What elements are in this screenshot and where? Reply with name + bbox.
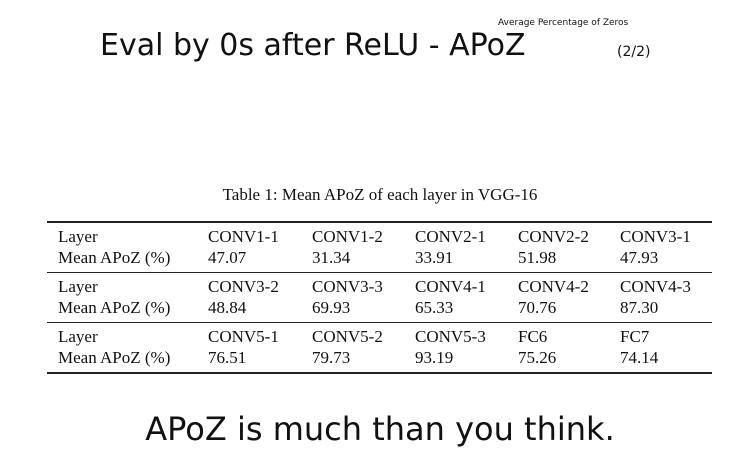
table-cell: 33.91	[415, 248, 454, 267]
table-cell: 75.26	[518, 348, 557, 367]
table-cell: CONV3-1	[620, 227, 691, 246]
table-cell: CONV1-2	[312, 227, 383, 246]
table-cell: FC6	[518, 327, 548, 346]
table-cell: CONV5-1	[208, 327, 279, 346]
table-cell: CONV4-1	[415, 277, 486, 296]
slide-part: (2/2)	[617, 44, 651, 60]
row-header: Mean APoZ (%)	[58, 298, 171, 317]
table-group: Layer CONV1-1 CONV1-2 CONV2-1 CONV2-2 CONV3-1…	[47, 221, 712, 272]
table-cell: CONV4-3	[620, 277, 691, 296]
table-cell: CONV5-2	[312, 327, 383, 346]
table-cell: 31.34	[312, 248, 351, 267]
row-header: Mean APoZ (%)	[58, 248, 171, 267]
row-header: Mean APoZ (%)	[58, 348, 171, 367]
table-cell: 70.76	[518, 298, 557, 317]
table-cell: 65.33	[415, 298, 454, 317]
table-cell: CONV2-1	[415, 227, 486, 246]
slide-title: Eval by 0s after ReLU - APoZ	[100, 28, 526, 63]
annotation: Average Percentage of Zeros	[498, 18, 629, 28]
row-header: Layer	[58, 227, 98, 246]
table-cell: 74.14	[620, 348, 659, 367]
table-cell: 51.98	[518, 248, 557, 267]
row-header: Layer	[58, 277, 98, 296]
table-row: Mean APoZ (%) 76.51 79.73 93.19 75.26 74.14	[47, 347, 712, 368]
table-cell: CONV3-3	[312, 277, 383, 296]
table-cell: 47.07	[208, 248, 247, 267]
row-header: Layer	[58, 327, 98, 346]
table-cell: FC7	[620, 327, 650, 346]
table-cell: CONV1-1	[208, 227, 279, 246]
table-cell: 87.30	[620, 298, 659, 317]
table-cell: 48.84	[208, 298, 247, 317]
table-row: Layer CONV5-1 CONV5-2 CONV5-3 FC6 FC7	[47, 326, 712, 347]
table-cell: 76.51	[208, 348, 247, 367]
table-group: Layer CONV5-1 CONV5-2 CONV5-3 FC6 FC7 Mean APo…	[47, 322, 712, 374]
table-caption: Table 1: Mean APoZ of each layer in VGG-…	[222, 185, 538, 204]
table: Layer CONV1-1 CONV1-2 CONV2-1 CONV2-2 CONV3-1…	[47, 221, 712, 374]
table-cell: 79.73	[312, 348, 351, 367]
table-row: Layer CONV1-1 CONV1-2 CONV2-1 CONV2-2 CONV3-1	[47, 226, 712, 247]
table-cell: CONV4-2	[518, 277, 589, 296]
table-cell: CONV5-3	[415, 327, 486, 346]
table-cell: 69.93	[312, 298, 351, 317]
table-cell: 93.19	[415, 348, 454, 367]
table-row: Layer CONV3-2 CONV3-3 CONV4-1 CONV4-2 CONV4-3	[47, 276, 712, 297]
footer-text: APoZ is much than you think.	[145, 410, 615, 448]
table-cell: CONV2-2	[518, 227, 589, 246]
table-row: Mean APoZ (%) 47.07 31.34 33.91 51.98 47.93	[47, 247, 712, 268]
table-cell: 47.93	[620, 248, 659, 267]
table-group: Layer CONV3-2 CONV3-3 CONV4-1 CONV4-2 CONV4-3…	[47, 272, 712, 322]
table-cell: CONV3-2	[208, 277, 279, 296]
table-row: Mean APoZ (%) 48.84 69.93 65.33 70.76 87.30	[47, 297, 712, 318]
